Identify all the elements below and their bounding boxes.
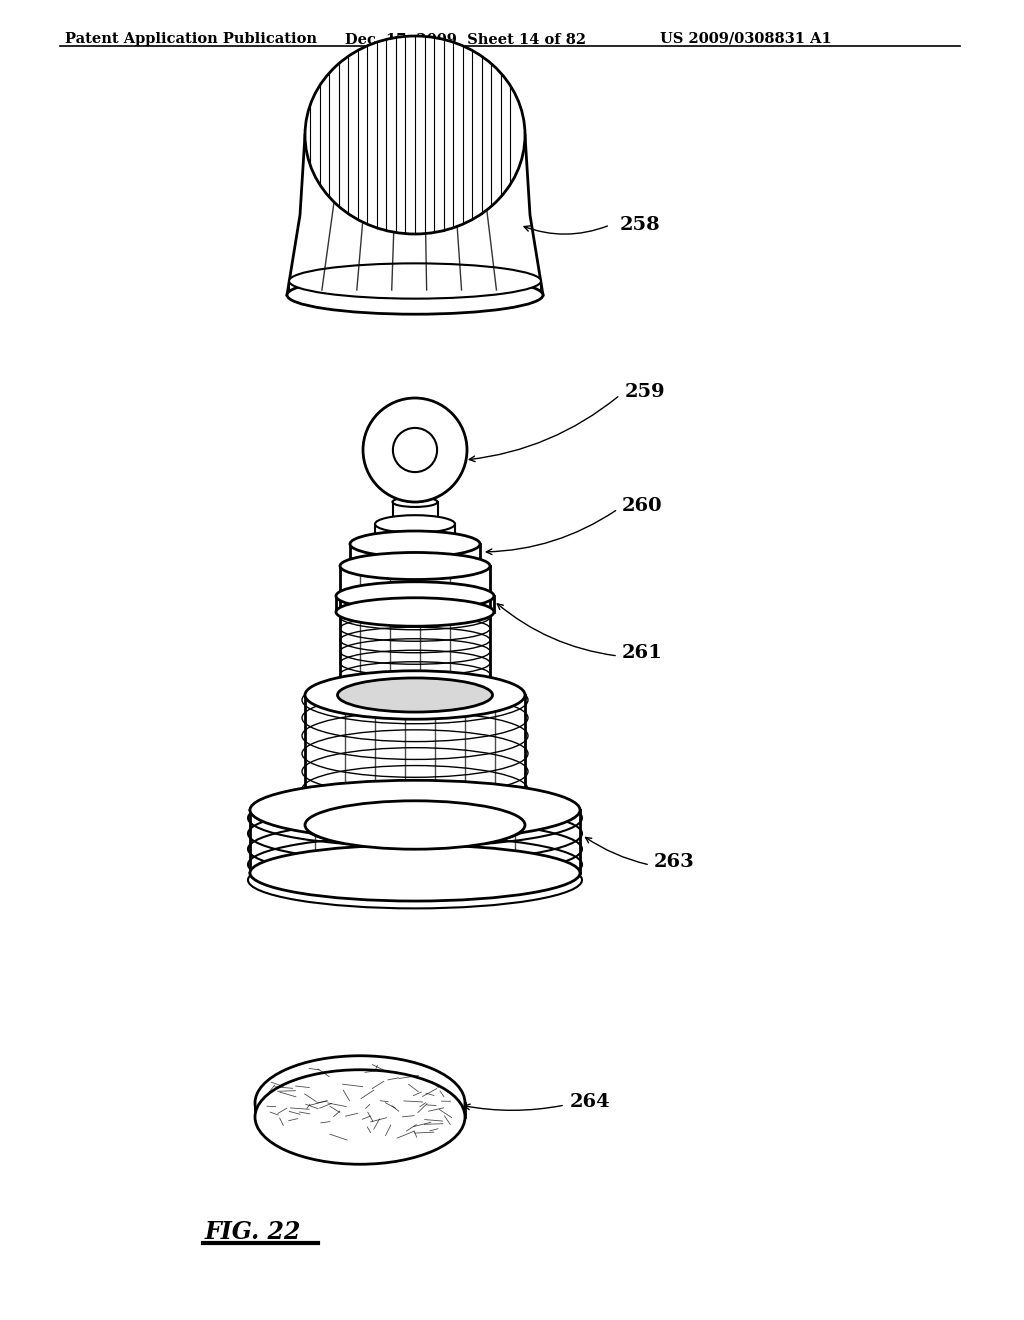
Ellipse shape <box>375 515 455 533</box>
Text: US 2009/0308831 A1: US 2009/0308831 A1 <box>660 32 831 46</box>
Ellipse shape <box>255 1069 465 1164</box>
Text: FIG. 22: FIG. 22 <box>205 1220 301 1243</box>
Ellipse shape <box>362 399 467 502</box>
Ellipse shape <box>338 678 493 711</box>
Ellipse shape <box>305 36 525 234</box>
Ellipse shape <box>305 671 525 719</box>
Ellipse shape <box>289 264 541 298</box>
Ellipse shape <box>350 553 480 579</box>
Ellipse shape <box>350 531 480 557</box>
Ellipse shape <box>392 519 437 529</box>
Text: 263: 263 <box>654 853 694 871</box>
Ellipse shape <box>340 675 490 701</box>
Ellipse shape <box>287 276 543 314</box>
Ellipse shape <box>392 498 437 507</box>
Ellipse shape <box>250 780 580 840</box>
Ellipse shape <box>305 801 525 849</box>
Ellipse shape <box>250 845 580 902</box>
Text: 260: 260 <box>622 498 663 515</box>
Text: 258: 258 <box>620 216 660 234</box>
Ellipse shape <box>336 598 494 626</box>
Text: 264: 264 <box>570 1093 610 1111</box>
Ellipse shape <box>340 598 490 626</box>
Ellipse shape <box>336 582 494 610</box>
Text: 259: 259 <box>625 383 666 401</box>
Ellipse shape <box>255 1056 465 1150</box>
Ellipse shape <box>393 428 437 473</box>
Text: Patent Application Publication: Patent Application Publication <box>65 32 317 46</box>
Ellipse shape <box>340 553 490 579</box>
Text: Dec. 17, 2009  Sheet 14 of 82: Dec. 17, 2009 Sheet 14 of 82 <box>345 32 586 46</box>
Text: 261: 261 <box>622 644 663 663</box>
Ellipse shape <box>375 535 455 553</box>
